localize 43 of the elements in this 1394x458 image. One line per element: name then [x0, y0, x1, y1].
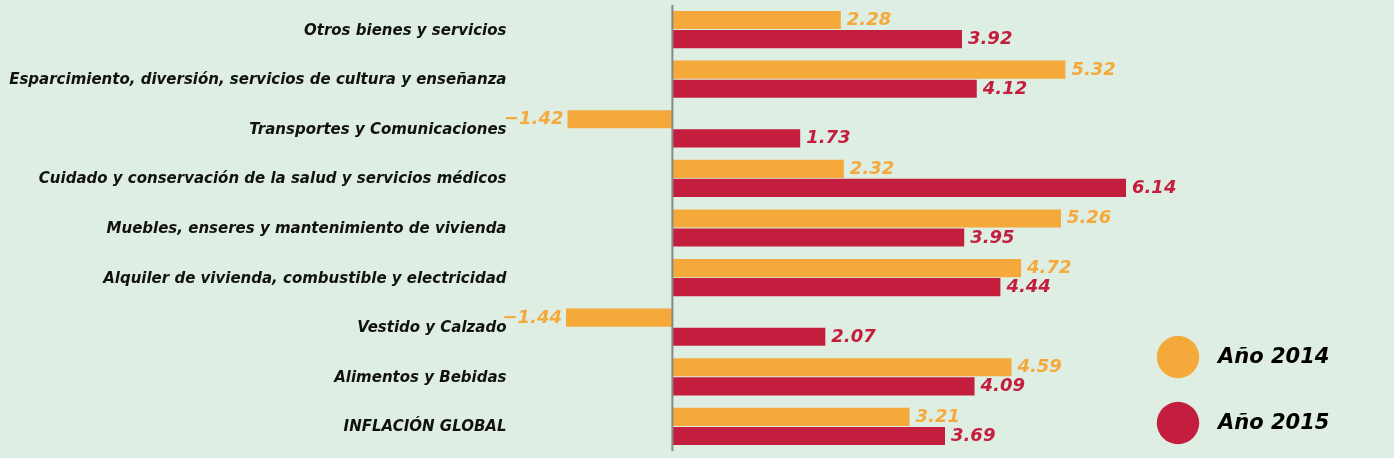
bar	[672, 358, 1012, 377]
y-tick-label: Muebles, enseres y mantenimiento de vivienda	[106, 219, 507, 237]
y-tick-label: Alimentos y Bebidas	[333, 367, 507, 386]
bar	[566, 308, 673, 327]
bar	[672, 159, 844, 178]
data-label: 3.21	[915, 404, 960, 426]
bar	[672, 60, 1066, 79]
bar	[672, 259, 1022, 278]
bar	[672, 228, 965, 247]
y-tick-label: Esparcimiento, diversión, servicios de cultura y enseñanza	[9, 70, 507, 89]
data-label: 4.12	[981, 76, 1028, 98]
data-label: 4.59	[1016, 355, 1062, 377]
bar	[672, 79, 977, 98]
bar	[672, 407, 910, 426]
bar	[672, 129, 801, 148]
y-tick-label: INFLACIÓN GLOBAL	[343, 416, 507, 436]
data-label: 4.44	[1005, 275, 1051, 297]
bar	[672, 426, 945, 446]
bar	[672, 209, 1061, 228]
data-label: 5.32	[1071, 57, 1116, 79]
data-label: 2.28	[846, 8, 892, 30]
data-label: 2.07	[831, 324, 877, 346]
data-label: 4.09	[979, 374, 1025, 396]
bar	[672, 278, 1001, 297]
data-label: 3.69	[951, 423, 996, 445]
bar	[672, 178, 1126, 197]
data-label: 5.26	[1066, 206, 1112, 228]
data-label: 3.95	[970, 225, 1015, 247]
bar	[672, 10, 841, 30]
legend-label: Año 2014	[1216, 344, 1330, 368]
bar	[672, 30, 962, 49]
y-tick-label: Alquiler de vivienda, combustible y electricidad	[102, 268, 507, 287]
bar	[672, 327, 826, 346]
y-tick-label: Otros bienes y servicios	[303, 20, 507, 39]
bar	[672, 377, 975, 396]
legend-label: Año 2015	[1216, 410, 1330, 434]
data-label: 1.73	[806, 126, 851, 148]
bar	[567, 110, 673, 129]
data-label: 2.32	[849, 156, 895, 178]
data-label: 6.14	[1132, 175, 1177, 197]
data-label: 4.72	[1026, 256, 1072, 278]
data-label: 3.92	[967, 27, 1013, 49]
y-tick-label: Cuidado y conservación de la salud y servicios médicos	[38, 169, 507, 188]
